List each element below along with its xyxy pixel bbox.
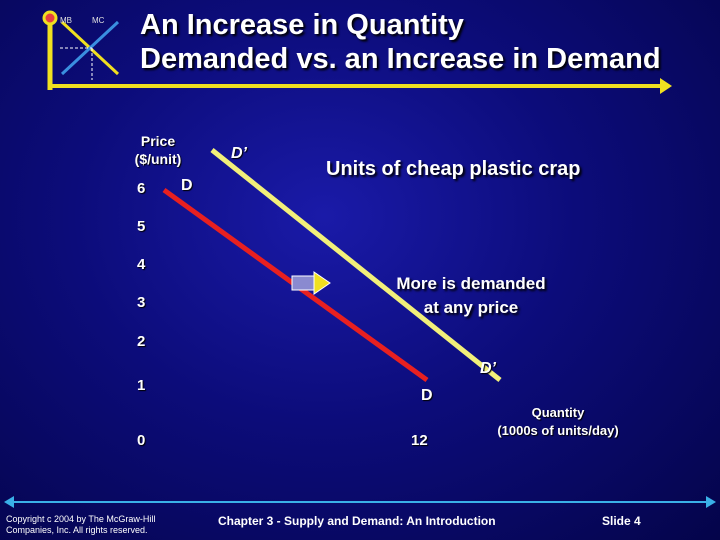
demand-curve-d-prime: [210, 148, 502, 382]
mb-mc-logo: [60, 20, 120, 80]
shift-annotation-line1: More is demanded: [396, 274, 546, 293]
copyright-line1: Copyright c 2004 by The McGraw-Hill: [6, 514, 156, 524]
title-line-1: An Increase in Quantity: [140, 9, 464, 41]
y-axis-label: Price ($/unit): [118, 132, 198, 168]
x-axis-label-line2: (1000s of units/day): [497, 423, 619, 438]
page-title: An Increase in Quantity Demanded vs. an …: [140, 8, 700, 76]
x-tick-12: 12: [411, 432, 428, 449]
frame-dot: [42, 10, 58, 26]
shift-annotation: More is demanded at any price: [376, 272, 566, 320]
frame-arrowhead: [660, 78, 672, 94]
mb-label: MB: [60, 16, 72, 25]
x-axis-label-line1: Quantity: [531, 405, 585, 420]
curve-label-d-top: D: [181, 177, 193, 194]
y-tick-5: 5: [137, 218, 146, 235]
chart-subtitle: Units of cheap plastic crap: [326, 158, 581, 180]
y-tick-0: 0: [137, 432, 146, 449]
y-axis-label-line2: ($/unit): [134, 151, 182, 167]
title-line-2: Demanded vs. an Increase in Demand: [140, 43, 661, 75]
curve-label-d-bottom: D: [421, 387, 433, 404]
y-tick-3: 3: [137, 294, 146, 311]
y-tick-1: 1: [137, 377, 146, 394]
mc-label: MC: [92, 16, 105, 25]
y-tick-6: 6: [137, 180, 146, 197]
bottom-left-arrowhead: [4, 496, 14, 508]
x-axis-label: Quantity (1000s of units/day): [478, 404, 638, 440]
curve-label-d-prime-bottom: D’: [480, 360, 496, 377]
copyright-notice: Copyright c 2004 by The McGraw-Hill Comp…: [6, 514, 155, 536]
y-axis-label-line1: Price: [140, 133, 176, 149]
copyright-line2: Companies, Inc. All rights reserved.: [6, 525, 148, 535]
y-tick-2: 2: [137, 333, 146, 350]
shift-arrow-icon: [291, 271, 331, 295]
y-tick-4: 4: [137, 256, 146, 273]
chapter-footer: Chapter 3 - Supply and Demand: An Introd…: [218, 514, 496, 528]
slide-number: Slide 4: [602, 514, 641, 528]
shift-annotation-line2: at any price: [423, 298, 519, 317]
bottom-right-arrowhead: [706, 496, 716, 508]
curve-label-d-prime-top: D’: [231, 145, 247, 162]
